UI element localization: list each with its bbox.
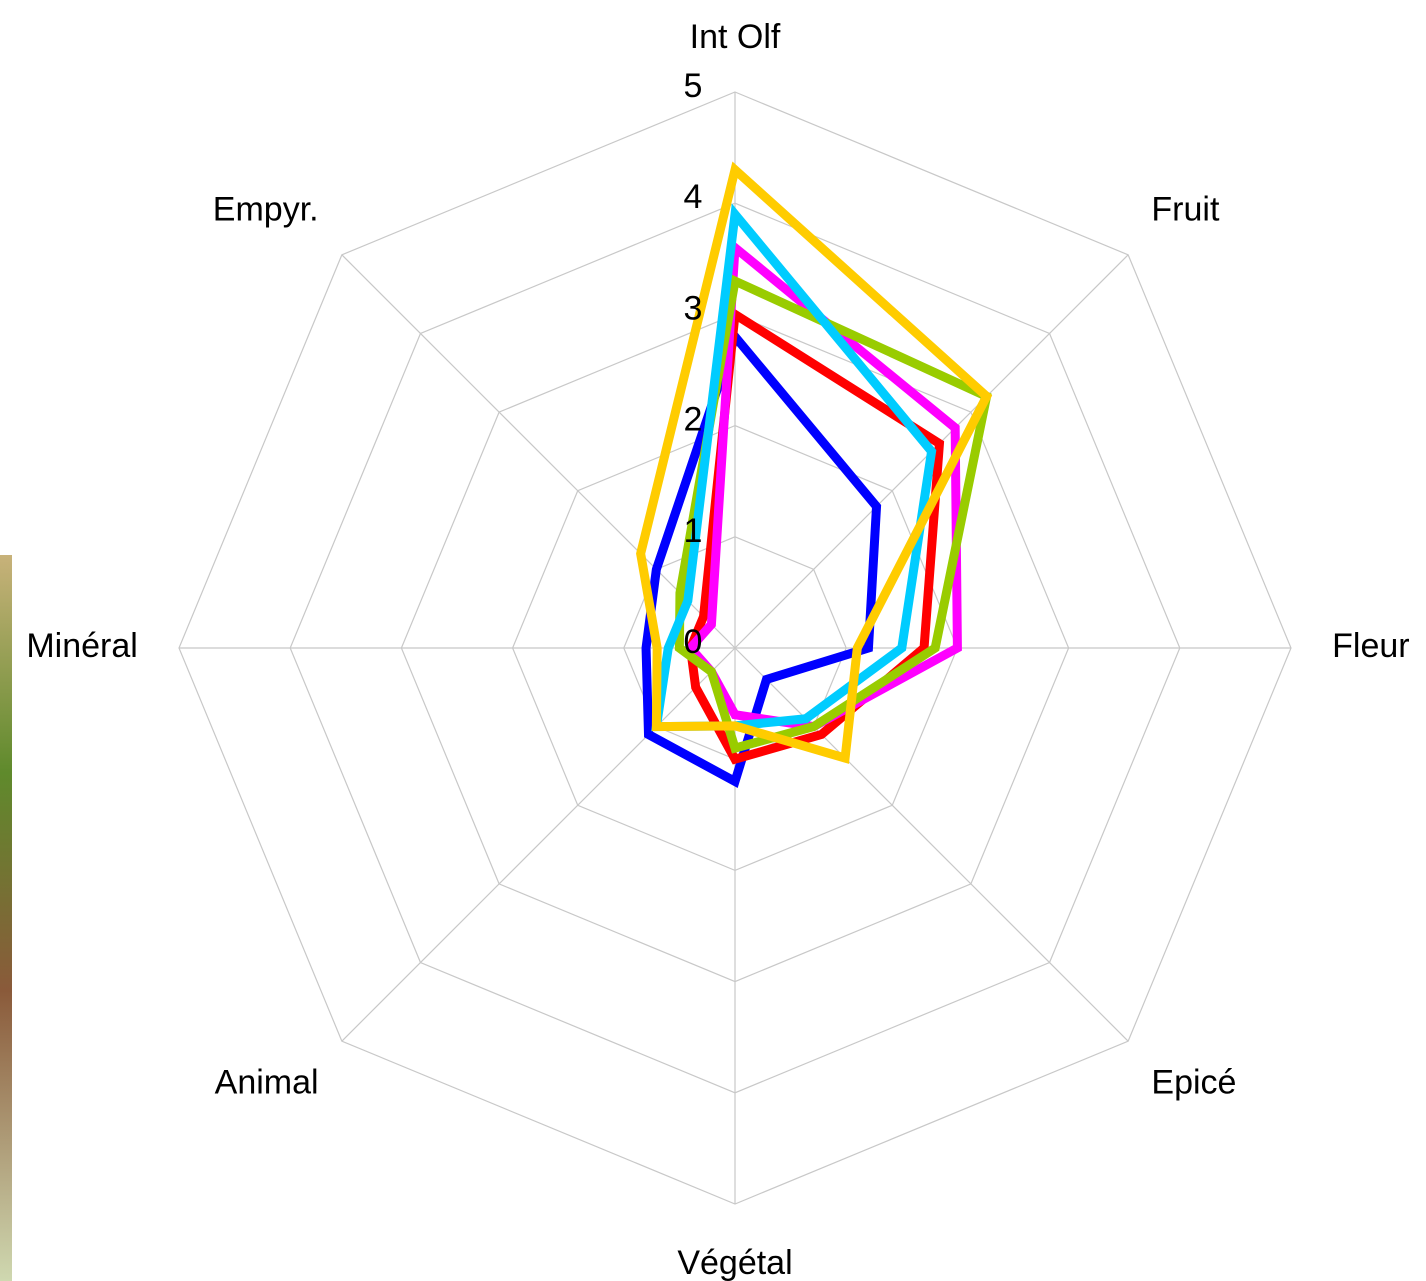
r-tick-label: 0 xyxy=(684,623,703,661)
axis-label: Minéral xyxy=(26,627,137,665)
spoke xyxy=(734,647,1129,1042)
series-line xyxy=(641,327,882,789)
r-tick-label: 2 xyxy=(684,401,703,439)
spoke xyxy=(341,647,736,1042)
background-image-strip xyxy=(0,555,12,1281)
r-tick-label: 5 xyxy=(684,67,703,105)
axis-label: Int Olf xyxy=(690,18,781,56)
axis-label: Végétal xyxy=(677,1244,792,1281)
axis-label: Animal xyxy=(215,1063,319,1101)
axis-label: Fleur xyxy=(1332,627,1409,665)
r-tick-label: 1 xyxy=(684,512,703,550)
r-tick-label: 3 xyxy=(684,289,703,327)
axis-label: Empyr. xyxy=(213,191,319,229)
series-line xyxy=(636,161,993,764)
r-tick-label: 4 xyxy=(684,178,703,216)
series-line xyxy=(684,238,962,732)
radar-plot: 0 1 2 3 4 5 Int Olf Fruit Fleur Epicé Végétal Anima… xyxy=(26,18,1409,1281)
series-line xyxy=(685,306,945,765)
axis-label: Fruit xyxy=(1151,191,1220,229)
spoke xyxy=(341,254,736,649)
axis-label: Epicé xyxy=(1151,1063,1236,1101)
